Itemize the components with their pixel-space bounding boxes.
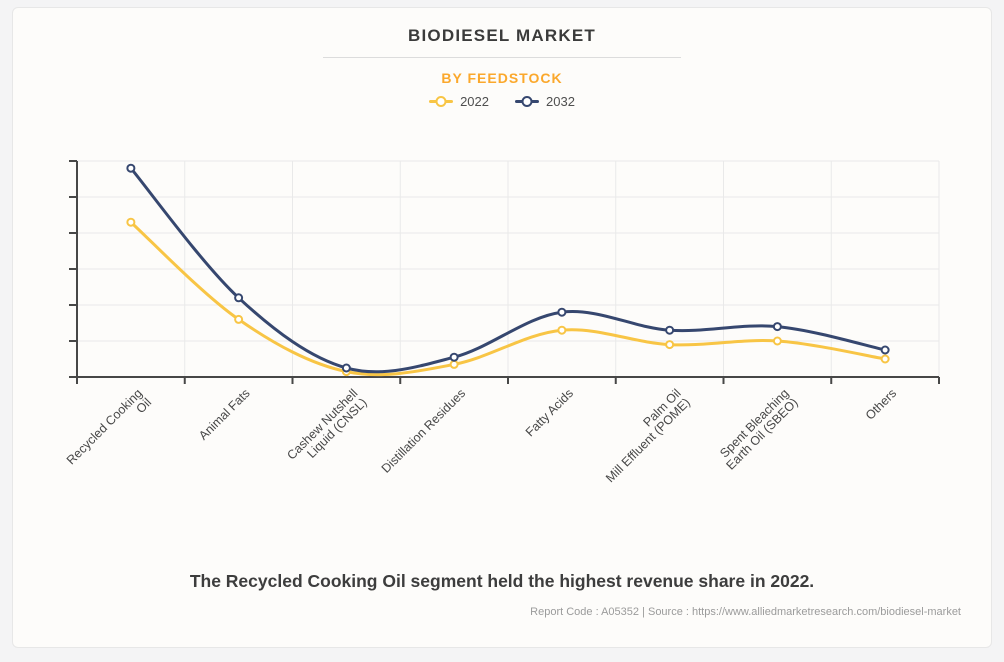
- data-point-2032[interactable]: [665, 325, 675, 335]
- x-axis-label: Fatty Acids: [523, 386, 576, 439]
- data-point-2032[interactable]: [449, 352, 459, 362]
- title-divider: [323, 57, 681, 58]
- x-axis-label: Spent BleachingEarth Oil (SBEO): [714, 386, 800, 472]
- x-axis-label: Distillation Residues: [379, 386, 468, 475]
- data-point-2032[interactable]: [341, 363, 351, 373]
- data-point-2022[interactable]: [234, 314, 244, 324]
- data-point-2032[interactable]: [557, 307, 567, 317]
- x-axis-label: Animal Fats: [196, 386, 253, 443]
- data-point-2022[interactable]: [880, 354, 890, 364]
- x-axis-label: Cashew NutshellLiquid (CNSL): [284, 386, 369, 471]
- x-axis-label: Recycled CookingOil: [64, 386, 154, 476]
- data-point-2022[interactable]: [557, 325, 567, 335]
- legend-item-2032[interactable]: 2032: [515, 94, 575, 109]
- data-point-2032[interactable]: [234, 293, 244, 303]
- chart-subtitle: BY FEEDSTOCK: [441, 70, 563, 86]
- feedstock-line-chart: Recycled CookingOil Animal Fats Cashew Nut…: [64, 160, 940, 485]
- chart-card: BIODIESEL MARKET BY FEEDSTOCK 2022 2032 R…: [12, 7, 992, 648]
- legend-marker-icon: [515, 95, 539, 108]
- x-axis-label: Others: [863, 386, 899, 422]
- data-point-2022[interactable]: [772, 336, 782, 346]
- report-source-line: Report Code : A05352 | Source : https://…: [530, 606, 961, 618]
- data-point-2022[interactable]: [665, 340, 675, 350]
- x-axis-label: Palm OilMill Effluent (POME): [594, 386, 693, 485]
- legend-item-2022[interactable]: 2022: [429, 94, 489, 109]
- data-point-2022[interactable]: [449, 359, 459, 369]
- page-title: BIODIESEL MARKET: [408, 26, 596, 45]
- legend-marker-icon: [429, 95, 454, 108]
- data-point-2022[interactable]: [126, 217, 136, 227]
- data-point-2032[interactable]: [880, 345, 890, 355]
- data-point-2032[interactable]: [772, 322, 782, 332]
- legend-label: 2022: [460, 94, 489, 109]
- legend-label: 2032: [546, 94, 575, 109]
- chart-legend: 2022 2032: [13, 94, 991, 109]
- data-point-2032[interactable]: [126, 163, 136, 173]
- key-insight-statement: The Recycled Cooking Oil segment held th…: [189, 571, 815, 591]
